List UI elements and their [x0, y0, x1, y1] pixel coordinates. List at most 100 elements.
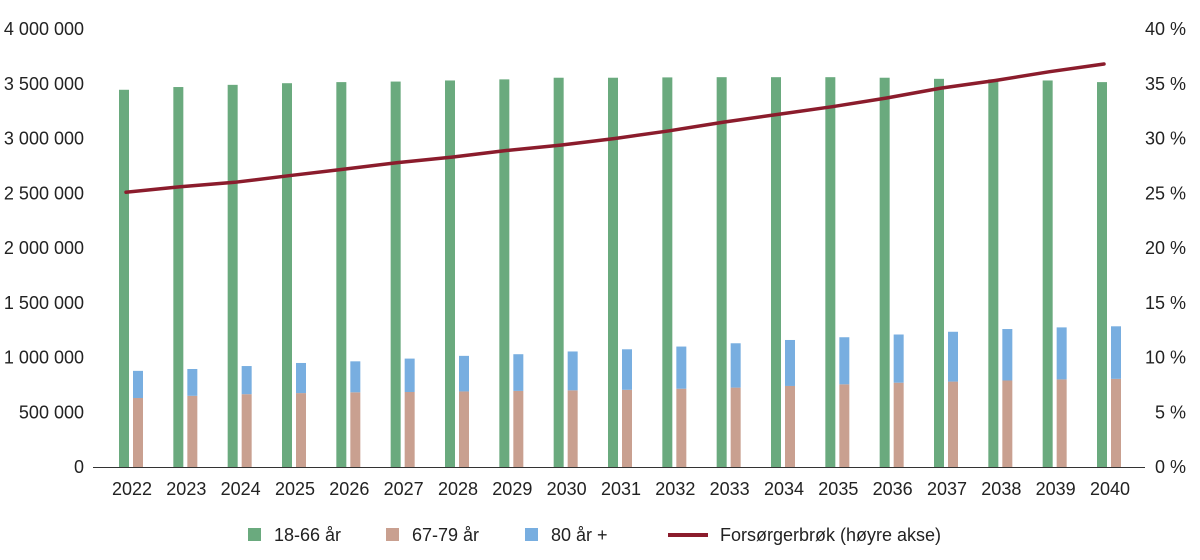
legend-18-66: 18-66 år — [248, 525, 341, 545]
bar-67-79 — [948, 381, 958, 467]
y-axis-right: 0 % 5 % 10 % 15 % 20 % 25 % 30 % 35 % 40 % — [1145, 19, 1186, 477]
bar-18-66 — [716, 77, 727, 468]
y-axis-left: 0 500 000 1 000 000 1 500 000 2 000 000 2 500… — [4, 19, 84, 477]
bar-80-plus — [676, 346, 687, 389]
x-tick-label: 2033 — [710, 479, 750, 499]
line-forsorgerbrok — [124, 62, 1106, 194]
x-tick-label: 2024 — [221, 479, 261, 499]
y-left-tick-label: 1 500 000 — [4, 293, 84, 313]
legend-swatch — [386, 528, 399, 541]
x-tick-label: 2029 — [492, 479, 532, 499]
legend-label: 18-66 år — [274, 525, 341, 545]
line-layer — [124, 62, 1106, 194]
bar-80-plus — [622, 349, 632, 390]
bar-80-plus — [567, 351, 578, 391]
bar-67-79 — [296, 393, 306, 467]
y-left-tick-label: 4 000 000 — [4, 19, 84, 39]
bar-80-plus — [241, 366, 252, 395]
bar-18-66 — [608, 77, 618, 467]
bar-18-66 — [879, 77, 890, 467]
y-left-tick-label: 0 — [74, 457, 84, 477]
bar-18-66 — [282, 83, 292, 467]
bar-80-plus — [513, 354, 524, 391]
y-left-tick-label: 1 000 000 — [4, 348, 84, 368]
y-right-tick-label: 25 % — [1145, 183, 1186, 203]
bar-18-66 — [1042, 80, 1053, 467]
bar-18-66 — [771, 77, 781, 468]
bar-67-79 — [1056, 379, 1067, 467]
legend: 18-66 år 67-79 år 80 år + Forsørgerbrøk (hø… — [248, 525, 941, 545]
x-tick-label: 2023 — [166, 479, 206, 499]
bar-67-79 — [513, 390, 524, 467]
bar-80-plus — [1056, 327, 1067, 380]
y-left-tick-label: 3 000 000 — [4, 129, 84, 149]
bar-67-79 — [350, 392, 361, 467]
bar-80-plus — [296, 362, 306, 394]
y-right-tick-label: 35 % — [1145, 74, 1186, 94]
bar-18-66 — [499, 79, 510, 468]
bar-18-66 — [662, 77, 673, 468]
legend-swatch — [525, 528, 538, 541]
x-tick-label: 2039 — [1036, 479, 1076, 499]
y-right-tick-label: 5 % — [1155, 402, 1186, 422]
bar-18-66 — [227, 84, 238, 467]
x-tick-label: 2028 — [438, 479, 478, 499]
y-right-tick-label: 15 % — [1145, 293, 1186, 313]
x-axis: 2022 2023 2024 2025 2026 2027 2028 2029 2030 2031… — [93, 467, 1145, 499]
bar-18-66 — [1097, 82, 1107, 468]
legend-67-79: 67-79 år — [386, 525, 479, 545]
x-tick-label: 2034 — [764, 479, 804, 499]
x-tick-label: 2025 — [275, 479, 315, 499]
bar-80-plus — [133, 370, 143, 399]
y-left-tick-label: 3 500 000 — [4, 74, 84, 94]
bar-67-79 — [622, 389, 632, 467]
bar-80-plus — [404, 358, 415, 392]
bar-80-plus — [459, 355, 469, 392]
bar-67-79 — [1111, 378, 1121, 467]
bar-80-plus — [948, 331, 958, 382]
x-tick-label: 2022 — [112, 479, 152, 499]
bar-18-66 — [988, 79, 999, 468]
x-tick-label: 2030 — [547, 479, 587, 499]
x-tick-label: 2040 — [1090, 479, 1130, 499]
y-right-tick-label: 40 % — [1145, 19, 1186, 39]
x-tick-label: 2027 — [384, 479, 424, 499]
bar-67-79 — [676, 388, 687, 467]
bar-18-66 — [553, 77, 564, 467]
legend-label: Forsørgerbrøk (høyre akse) — [720, 525, 941, 545]
bar-18-66 — [825, 77, 836, 468]
bar-18-66 — [173, 87, 184, 467]
bar-80-plus — [187, 368, 198, 396]
bar-80-plus — [785, 339, 795, 386]
legend-swatch — [248, 528, 261, 541]
bar-67-79 — [187, 395, 198, 467]
bar-18-66 — [445, 80, 455, 467]
bar-67-79 — [839, 384, 850, 467]
bar-18-66 — [119, 89, 129, 468]
y-right-tick-label: 20 % — [1145, 238, 1186, 258]
bar-18-66 — [934, 78, 944, 467]
bars — [119, 77, 1121, 468]
y-left-tick-label: 2 000 000 — [4, 238, 84, 258]
legend-forsorgerbrok: Forsørgerbrøk (høyre akse) — [668, 525, 941, 545]
x-tick-label: 2026 — [329, 479, 369, 499]
y-right-tick-label: 10 % — [1145, 348, 1186, 368]
bar-80-plus — [893, 334, 904, 383]
bar-67-79 — [404, 391, 415, 467]
bar-67-79 — [459, 391, 469, 467]
legend-label: 80 år + — [551, 525, 608, 545]
x-tick-label: 2031 — [601, 479, 641, 499]
x-tick-label: 2036 — [873, 479, 913, 499]
bar-80-plus — [1002, 329, 1013, 381]
bar-67-79 — [133, 398, 143, 467]
bar-80-plus — [730, 343, 741, 388]
y-left-tick-label: 500 000 — [19, 402, 84, 422]
bar-67-79 — [893, 382, 904, 467]
y-left-tick-label: 2 500 000 — [4, 183, 84, 203]
x-tick-label: 2037 — [927, 479, 967, 499]
bar-18-66 — [336, 82, 347, 468]
x-tick-label: 2032 — [655, 479, 695, 499]
bar-67-79 — [241, 394, 252, 467]
legend-label: 67-79 år — [412, 525, 479, 545]
